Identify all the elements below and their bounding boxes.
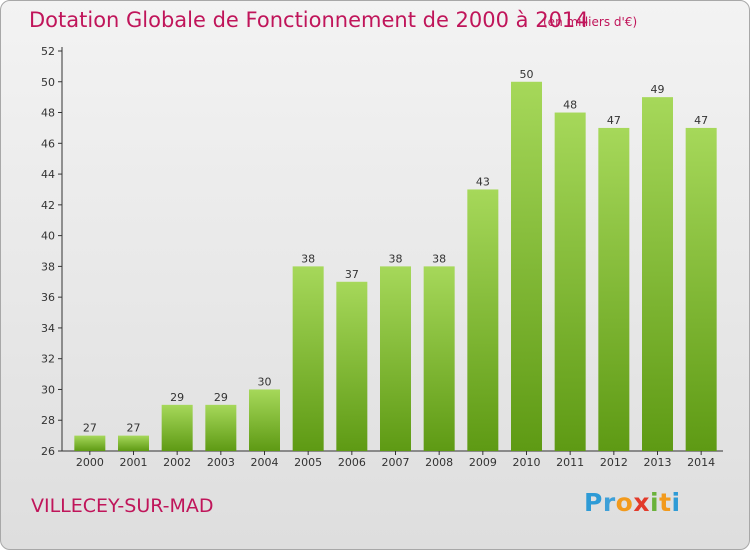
x-tick-label: 2011 bbox=[556, 456, 584, 469]
y-tick-label: 38 bbox=[41, 260, 55, 273]
bar bbox=[205, 404, 237, 451]
logo-letter: r bbox=[602, 488, 616, 517]
bar-value-label: 38 bbox=[432, 252, 446, 265]
bar-value-label: 38 bbox=[389, 252, 403, 265]
bar bbox=[511, 81, 542, 452]
y-tick-label: 46 bbox=[41, 137, 55, 150]
logo-letter: o bbox=[615, 488, 634, 517]
bar-value-label: 49 bbox=[651, 83, 665, 96]
logo-letter: x bbox=[633, 488, 650, 517]
x-tick-label: 2012 bbox=[600, 456, 628, 469]
chart-title: Dotation Globale de Fonctionnement de 20… bbox=[29, 8, 589, 32]
logo-letter: i bbox=[671, 488, 681, 517]
x-tick-label: 2000 bbox=[76, 456, 104, 469]
bar bbox=[642, 97, 673, 452]
bar-value-label: 43 bbox=[476, 175, 490, 188]
bar bbox=[118, 435, 149, 451]
bar-value-label: 47 bbox=[607, 114, 621, 127]
bar bbox=[598, 127, 630, 451]
x-tick-label: 2006 bbox=[338, 456, 366, 469]
y-tick-label: 36 bbox=[41, 291, 55, 304]
logo-letter: t bbox=[659, 488, 672, 517]
bar-value-label: 47 bbox=[694, 114, 708, 127]
bar bbox=[685, 127, 717, 451]
x-tick-label: 2003 bbox=[207, 456, 235, 469]
bar bbox=[74, 435, 106, 451]
proxiti-logo: Proxiti bbox=[584, 488, 681, 517]
bar-value-label: 27 bbox=[127, 422, 141, 435]
bar bbox=[161, 404, 193, 451]
y-tick-label: 26 bbox=[41, 445, 55, 458]
y-tick-label: 32 bbox=[41, 353, 55, 366]
y-tick-label: 44 bbox=[41, 168, 55, 181]
x-tick-label: 2010 bbox=[513, 456, 541, 469]
bar-value-label: 48 bbox=[563, 99, 577, 112]
x-tick-label: 2013 bbox=[644, 456, 672, 469]
y-tick-label: 48 bbox=[41, 107, 55, 120]
x-tick-label: 2009 bbox=[469, 456, 497, 469]
y-tick-label: 50 bbox=[41, 76, 55, 89]
bar-value-label: 50 bbox=[520, 68, 534, 81]
commune-name: VILLECEY-SUR-MAD bbox=[31, 495, 214, 517]
logo-letter: i bbox=[650, 488, 660, 517]
bar bbox=[292, 266, 324, 451]
bar bbox=[336, 281, 368, 451]
chart-unit: (en milliers d'€) bbox=[543, 15, 638, 29]
bar-value-label: 30 bbox=[258, 375, 272, 388]
bar bbox=[380, 266, 411, 451]
y-tick-label: 28 bbox=[41, 414, 55, 427]
x-tick-label: 2004 bbox=[251, 456, 279, 469]
y-tick-label: 42 bbox=[41, 199, 55, 212]
bar bbox=[467, 189, 499, 451]
logo-letter: P bbox=[584, 488, 603, 517]
x-tick-label: 2014 bbox=[687, 456, 715, 469]
bar bbox=[554, 112, 586, 452]
bar-value-label: 38 bbox=[301, 252, 315, 265]
y-tick-label: 30 bbox=[41, 383, 55, 396]
bar-value-label: 27 bbox=[83, 422, 97, 435]
x-tick-label: 2002 bbox=[163, 456, 191, 469]
x-tick-label: 2007 bbox=[382, 456, 410, 469]
y-tick-label: 52 bbox=[41, 45, 55, 58]
x-tick-label: 2005 bbox=[294, 456, 322, 469]
bar-value-label: 37 bbox=[345, 268, 359, 281]
bar-value-label: 29 bbox=[214, 391, 228, 404]
bar bbox=[249, 389, 280, 451]
y-tick-label: 34 bbox=[41, 322, 55, 335]
y-tick-label: 40 bbox=[41, 230, 55, 243]
bar bbox=[423, 266, 455, 451]
x-tick-label: 2001 bbox=[120, 456, 148, 469]
x-tick-label: 2008 bbox=[425, 456, 453, 469]
bar-value-label: 29 bbox=[170, 391, 184, 404]
